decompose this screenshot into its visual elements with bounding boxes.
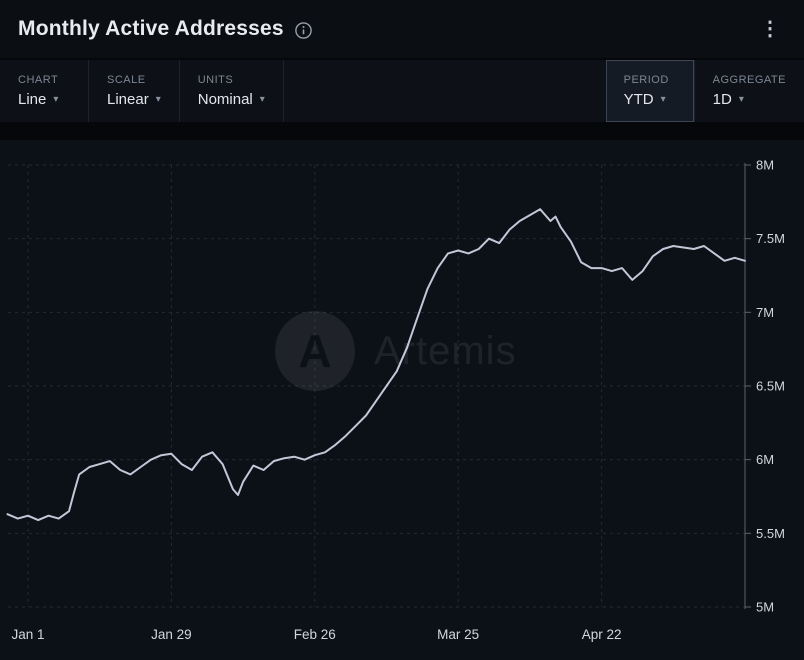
aggregate-label: AGGREGATE [712, 74, 786, 86]
scale-value: Linear [107, 91, 149, 108]
kebab-menu-icon: ⋮ [760, 18, 780, 40]
chart-type-value: Line [18, 91, 47, 108]
x-axis-label: Jan 29 [151, 627, 192, 642]
y-axis-label: 6M [756, 452, 774, 467]
y-axis-label: 5M [756, 600, 774, 615]
info-icon [295, 21, 312, 39]
more-options-button[interactable]: ⋮ [754, 19, 786, 39]
y-axis-label: 7.5M [756, 231, 785, 246]
period-dropdown[interactable]: PERIOD YTD ▾ [605, 60, 695, 122]
chevron-down-icon: ▾ [259, 93, 265, 105]
header: Monthly Active Addresses ⋮ [0, 0, 804, 58]
series-line [6, 208, 746, 522]
info-button[interactable] [294, 21, 313, 40]
scale-label: SCALE [107, 74, 146, 86]
x-axis-label: Feb 26 [294, 627, 336, 642]
y-axis-label: 8M [756, 158, 774, 173]
units-label: UNITS [197, 74, 234, 86]
chart-type-label: CHART [18, 74, 59, 86]
period-value: YTD [623, 91, 654, 108]
chart-area: 5M 5.5M 6M 6.5M 7M 7.5M 8M Jan 1 Jan 29 Feb 26 Mar… [0, 140, 804, 660]
scale-dropdown[interactable]: SCALE Linear ▾ [89, 60, 180, 122]
x-axis-label: Jan 1 [11, 627, 44, 642]
page-title: Monthly Active Addresses [18, 17, 284, 40]
y-axis-label: 7M [756, 305, 774, 320]
y-axis-label: 5.5M [756, 526, 785, 541]
aggregate-value: 1D [712, 91, 732, 108]
period-label: PERIOD [623, 74, 669, 86]
x-axis-label: Mar 25 [437, 627, 479, 642]
aggregate-dropdown[interactable]: AGGREGATE 1D ▾ [695, 60, 804, 122]
units-dropdown[interactable]: UNITS Nominal ▾ [180, 60, 284, 122]
chevron-down-icon: ▾ [738, 93, 744, 105]
chart-type-dropdown[interactable]: CHART Line ▾ [0, 60, 89, 122]
toolbar-right-group: PERIOD YTD ▾ AGGREGATE 1D ▾ [605, 60, 804, 122]
chevron-down-icon: ▾ [660, 93, 666, 105]
chevron-down-icon: ▾ [53, 93, 59, 105]
x-axis-label: Apr 22 [582, 627, 622, 642]
units-value: Nominal [197, 91, 253, 108]
chart-toolbar: CHART Line ▾ SCALE Linear ▾ UNITS Nomina… [0, 58, 804, 124]
chevron-down-icon: ▾ [155, 93, 161, 105]
chart-canvas[interactable]: 5M 5.5M 6M 6.5M 7M 7.5M 8M Jan 1 Jan 29 Feb 26 Mar… [0, 140, 804, 660]
y-axis-label: 6.5M [756, 379, 785, 394]
toolbar-chart-divider [0, 124, 804, 140]
